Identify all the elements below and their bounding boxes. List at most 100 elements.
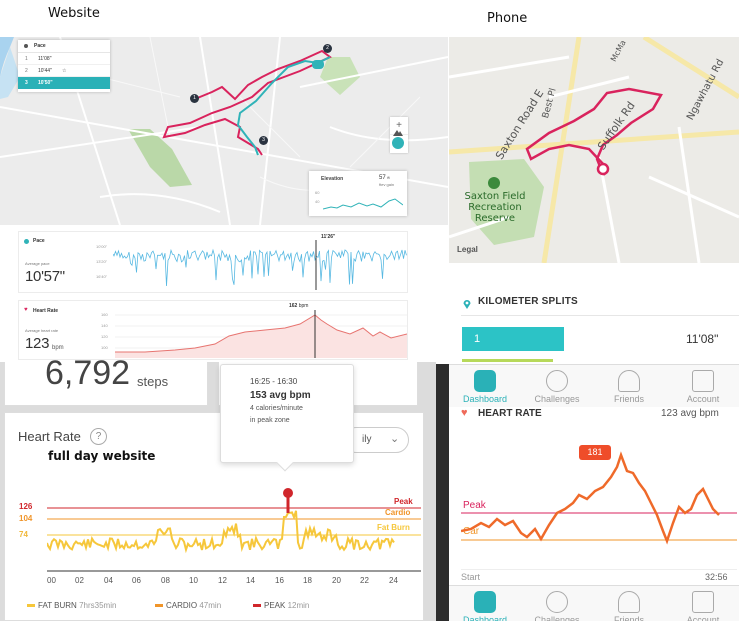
map-legal-link[interactable]: Legal <box>457 245 478 254</box>
full-day-heart-rate-title: Heart Rate <box>18 429 81 444</box>
route-marker-3[interactable]: 3 <box>259 136 268 145</box>
x-tick: 16 <box>275 576 284 585</box>
zone-value-cardio: 104 <box>19 514 33 523</box>
pace-tick: 16'40" <box>96 274 108 279</box>
kilometer-splits-title: KILOMETER SPLITS <box>478 296 578 307</box>
end-time-label: 32:56 <box>705 572 728 582</box>
full-day-heart-rate-card: Heart Rate ? ily ⌄ full day website 126 … <box>4 412 424 621</box>
tab-account[interactable]: Account <box>675 591 731 621</box>
x-tick: 04 <box>104 576 113 585</box>
run-heart-rate-plot[interactable] <box>115 310 407 358</box>
route-marker-1[interactable]: 1 <box>190 94 199 103</box>
pace-tick: 10'00" <box>96 244 108 249</box>
terrain-toggle-icon[interactable] <box>392 137 404 149</box>
pace-panel-title: Pace <box>34 43 46 49</box>
website-caption: Website <box>48 6 100 21</box>
peak-zone-label: Peak <box>463 500 486 511</box>
x-tick: 22 <box>360 576 369 585</box>
legend-peak: PEAK 12min <box>253 601 309 610</box>
x-tick: 18 <box>303 576 312 585</box>
run-heart-rate-title: Heart Rate <box>33 308 59 314</box>
tab-challenges[interactable]: Challenges <box>529 591 585 621</box>
phone-heart-rate-plot[interactable] <box>461 447 739 557</box>
average-heart-rate-value: 123 <box>25 335 50 352</box>
x-tick: 00 <box>47 576 56 585</box>
pace-split-row[interactable]: 2 10'44" ☆ <box>18 65 110 77</box>
account-icon <box>692 591 714 613</box>
x-tick: 08 <box>161 576 170 585</box>
cardio-zone-label: Car <box>463 526 480 537</box>
phone-tab-bar: Dashboard Challenges Friends Account <box>449 364 739 407</box>
elevation-label: ftev gain <box>379 182 395 187</box>
hr-tick: 160 <box>101 312 108 317</box>
tooltip-time: 16:25 - 16:30 <box>250 377 298 386</box>
star-icon <box>546 370 568 392</box>
zone-label-cardio: Cardio <box>385 508 411 517</box>
tab-account[interactable]: Account <box>675 370 731 404</box>
pace-chart-title: Pace <box>33 238 45 244</box>
average-heart-rate-unit: bpm <box>52 345 64 351</box>
zone-legend: FAT BURN 7hrs35min CARDIO 47min PEAK 12m… <box>27 601 417 613</box>
x-tick: 14 <box>246 576 255 585</box>
full-day-heart-rate-plot[interactable] <box>47 483 423 583</box>
phone-heart-rate-title: HEART RATE <box>478 408 542 419</box>
phone-caption: Phone <box>487 11 528 26</box>
x-axis: 00 02 04 06 08 10 12 14 16 18 20 22 24 <box>11 563 411 613</box>
park-label: Saxton Field Recreation Reserve <box>464 191 526 224</box>
legend-fat-burn: FAT BURN 7hrs35min <box>27 601 116 610</box>
split-number: 1 <box>474 333 481 345</box>
current-position-marker <box>312 60 324 69</box>
elevation-tick: 60 <box>315 190 320 195</box>
x-tick: 06 <box>132 576 141 585</box>
elevation-value: 57 <box>379 175 386 181</box>
friends-icon <box>618 370 640 392</box>
tab-dashboard[interactable]: Dashboard <box>457 370 513 404</box>
tab-challenges[interactable]: Challenges <box>529 370 585 404</box>
pace-chart-plot[interactable] <box>113 240 407 290</box>
pace-split-row-selected[interactable]: 3 10'50" <box>18 77 110 89</box>
dashboard-icon <box>474 370 496 392</box>
route-marker-2[interactable]: 2 <box>323 44 332 53</box>
chevron-down-icon: ⌄ <box>390 433 400 445</box>
website-map[interactable]: Pace 111'08" 210'44" ☆ 310'50" 1 2 3 + − <box>0 37 448 225</box>
range-dropdown-value: ily <box>362 434 372 445</box>
elevation-tick: 40 <box>315 199 320 204</box>
pace-splits-panel: Pace 1 11'08" 2 10'44" ☆ 3 10'50" <box>18 40 110 92</box>
phone-tab-bar-bottom: Dashboard Challenges Friends Account <box>449 585 739 621</box>
help-icon[interactable]: ? <box>90 428 107 445</box>
x-tick: 24 <box>389 576 398 585</box>
run-heart-rate-card: ♥ Heart Rate Average heart rate 123 bpm … <box>18 300 408 360</box>
elevation-unit: ft <box>387 175 390 180</box>
steps-unit: steps <box>137 374 169 389</box>
hr-tick: 100 <box>101 345 108 350</box>
phone-route <box>525 87 663 176</box>
tab-friends[interactable]: Friends <box>601 370 657 404</box>
phone-map[interactable]: Saxton Road E Suffolk Rd Best Pl Ngawhat… <box>449 37 739 263</box>
zone-value-peak: 126 <box>19 502 33 511</box>
elevation-sparkline <box>323 198 403 210</box>
peak-badge: 181 <box>579 445 611 460</box>
steps-card: 6,792 steps <box>4 354 208 406</box>
steps-value: 6,792 <box>45 354 131 392</box>
pace-icon <box>24 239 29 244</box>
mountain-icon[interactable] <box>393 123 403 136</box>
full-day-caption: full day website <box>48 449 156 463</box>
star-icon[interactable]: ☆ <box>62 68 67 74</box>
pace-split-row[interactable]: 1 11'08" <box>18 53 110 65</box>
average-pace-value: 10'57" <box>25 268 65 285</box>
hr-tick: 140 <box>101 323 108 328</box>
zone-label-peak: Peak <box>394 497 413 506</box>
tooltip-bpm: 153 avg bpm <box>250 390 311 401</box>
heart-icon: ♥ <box>24 307 28 313</box>
legend-cardio: CARDIO 47min <box>155 601 221 610</box>
hr-cursor-value: 162 <box>289 303 298 309</box>
website-route-teal <box>236 56 331 156</box>
split-bar[interactable] <box>462 327 564 351</box>
dashboard-icon <box>474 591 496 613</box>
elevation-title: Elevation <box>321 176 344 182</box>
average-pace-label: Average pace <box>25 261 50 266</box>
tab-dashboard[interactable]: Dashboard <box>457 591 513 621</box>
heart-icon: ♥ <box>461 407 468 419</box>
tab-friends[interactable]: Friends <box>601 591 657 621</box>
